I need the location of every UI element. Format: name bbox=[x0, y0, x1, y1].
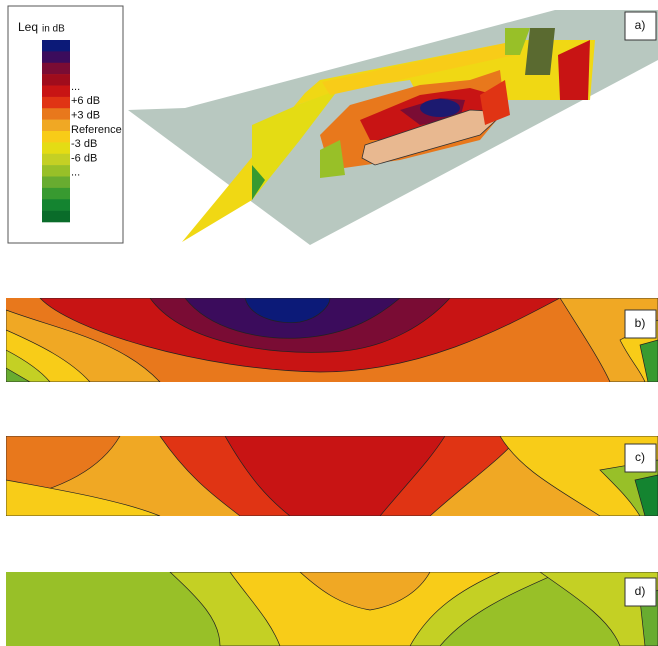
panel-label: b) bbox=[635, 316, 646, 330]
panel-label: a) bbox=[635, 18, 646, 32]
panel-label-box bbox=[624, 11, 657, 41]
panel-label: c) bbox=[635, 450, 645, 464]
legend-swatch bbox=[42, 199, 70, 211]
legend-swatch bbox=[42, 119, 70, 132]
panel-label-box bbox=[624, 577, 657, 607]
legend-title: Leq bbox=[18, 20, 38, 34]
panel-a-view bbox=[128, 10, 658, 245]
legend-labels: ... +6 dB +3 dB Reference -3 dB -6 dB... bbox=[71, 81, 122, 179]
legend-swatch bbox=[42, 176, 70, 189]
panel-label-box bbox=[624, 443, 657, 473]
legend-label: -3 dB bbox=[71, 138, 97, 150]
legend-swatch bbox=[42, 51, 70, 64]
legend-unit: in dB bbox=[42, 24, 65, 35]
legend-swatch bbox=[42, 96, 70, 109]
legend-swatch bbox=[42, 153, 70, 166]
panel-d-map bbox=[6, 572, 658, 646]
panel-label-box bbox=[624, 309, 657, 339]
legend-label: +6 dB bbox=[71, 95, 100, 107]
panel-label: d) bbox=[635, 584, 646, 598]
legend-swatch bbox=[42, 210, 70, 223]
legend-swatch bbox=[42, 187, 70, 200]
legend-swatch bbox=[42, 62, 70, 75]
legend-label: -6 dB bbox=[71, 152, 97, 164]
legend-swatch bbox=[42, 142, 70, 155]
legend-label: ... bbox=[71, 167, 80, 179]
panel-b-map bbox=[6, 298, 658, 382]
legend-label: Reference bbox=[71, 124, 122, 136]
legend-swatch bbox=[42, 108, 70, 120]
legend-label: +3 dB bbox=[71, 110, 100, 122]
legend-swatch bbox=[42, 40, 70, 52]
legend-swatch bbox=[42, 165, 70, 177]
legend-swatch bbox=[42, 131, 70, 143]
panel-labels: a) b) c) d) bbox=[624, 11, 657, 607]
legend-swatch bbox=[42, 85, 70, 98]
legend-swatches bbox=[42, 40, 70, 223]
legend-label: ... bbox=[71, 81, 80, 93]
panel-c-map bbox=[6, 436, 658, 516]
legend-swatch bbox=[42, 74, 70, 86]
